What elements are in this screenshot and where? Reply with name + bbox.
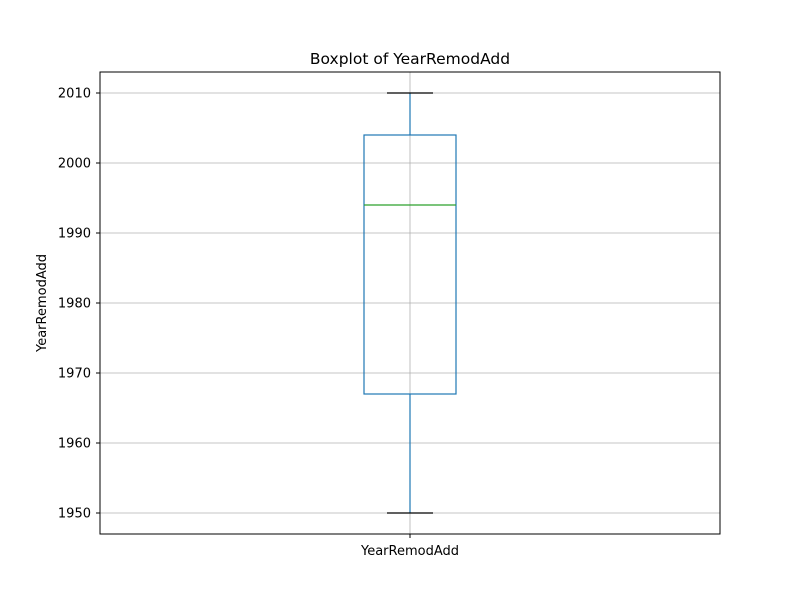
- y-tick-label-1950: 1950: [58, 507, 91, 522]
- y-axis-title: YearRemodAdd: [35, 254, 50, 353]
- y-tick-label-2010: 2010: [58, 87, 91, 102]
- y-tick-label-2000: 2000: [58, 157, 91, 172]
- chart-title: Boxplot of YearRemodAdd: [310, 50, 510, 68]
- y-tick-label-1970: 1970: [58, 367, 91, 382]
- y-tick-label-1980: 1980: [58, 297, 91, 312]
- y-tick-label-1990: 1990: [58, 227, 91, 242]
- tick-layer: 1950 1960 1970 1980 1990 2000 2010 YearRemodAdd: [58, 87, 459, 560]
- grid-layer: [100, 72, 720, 534]
- interquartile-box: [363, 134, 457, 395]
- box-layer: [363, 92, 457, 514]
- y-tick-label-1960: 1960: [58, 437, 91, 452]
- x-tick-label-0: YearRemodAdd: [360, 544, 459, 559]
